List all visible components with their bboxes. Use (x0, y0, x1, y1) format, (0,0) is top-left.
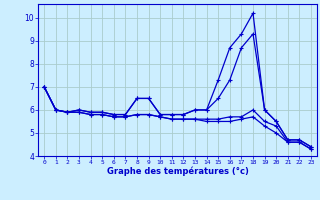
X-axis label: Graphe des températures (°c): Graphe des températures (°c) (107, 167, 249, 176)
